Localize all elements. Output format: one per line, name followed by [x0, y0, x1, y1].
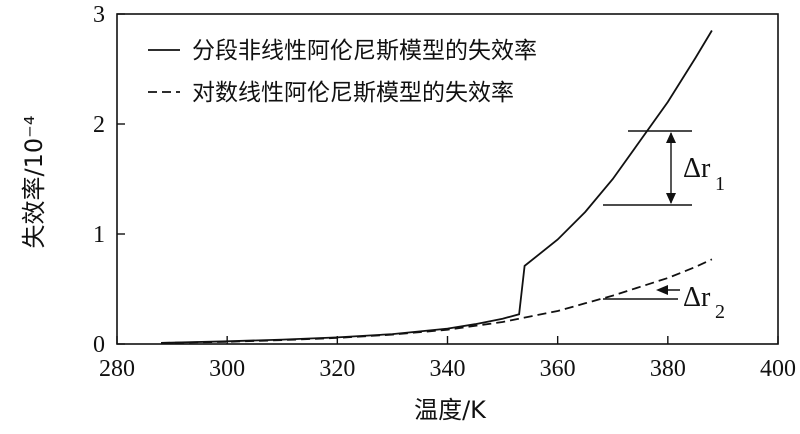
x-tick-label-4: 360 [540, 356, 576, 382]
y-axis-title: 失效率/10⁻⁴ [20, 116, 48, 249]
x-tick-label-3: 340 [430, 356, 466, 382]
y-tick-label-1: 1 [93, 222, 105, 248]
delta-r1-label: Δr [683, 153, 711, 184]
series-line-0 [161, 30, 713, 344]
ticks: 280 300 320 340 360 380 400 0 1 2 3 [93, 2, 796, 382]
delta-r2-arrowhead [656, 285, 668, 295]
x-tick-label-2: 320 [319, 356, 355, 382]
delta-r1-arrowhead-down [666, 193, 676, 204]
delta-r1-arrowhead-up [666, 132, 676, 143]
series-line-1 [161, 258, 713, 344]
delta-r2-label: Δr [683, 282, 711, 313]
y-tick-label-3: 3 [93, 2, 105, 28]
series [161, 30, 713, 344]
y-tick-label-0: 0 [93, 332, 105, 358]
delta-r2-subscript: 2 [715, 301, 725, 323]
legend-label-1: 对数线性阿伦尼斯模型的失效率 [192, 80, 514, 106]
delta-r1-subscript: 1 [715, 173, 725, 195]
annotations: Δr 1Δr 2 [603, 130, 725, 323]
x-tick-label-6: 400 [760, 356, 796, 382]
x-tick-label-5: 380 [650, 356, 686, 382]
x-tick-label-1: 300 [209, 356, 245, 382]
legend-label-0: 分段非线性阿伦尼斯模型的失效率 [192, 38, 537, 64]
x-axis-title: 温度/K [414, 396, 487, 424]
x-tick-label-0: 280 [99, 356, 135, 382]
y-tick-label-2: 2 [93, 112, 105, 138]
